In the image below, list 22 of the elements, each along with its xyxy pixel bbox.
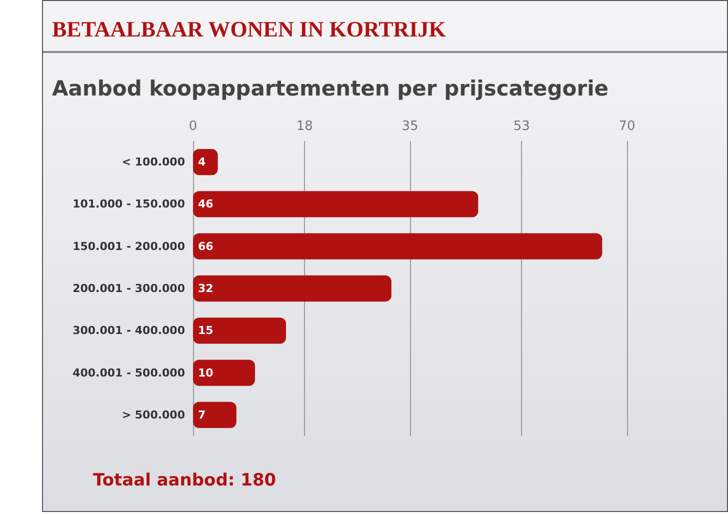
chart-subtitle: Aanbod koopappartementen per prijscategorie [52, 76, 609, 100]
x-tick-label: 53 [513, 119, 530, 134]
data-label: 66 [198, 240, 214, 253]
data-label: 7 [198, 408, 206, 422]
x-tick-label: 70 [618, 119, 636, 134]
text: Totaal aanbod: 180 [93, 470, 276, 490]
data-label: 32 [198, 282, 214, 295]
data-label: 46 [198, 198, 214, 211]
y-tick-label: > 500.000 [122, 408, 186, 422]
data-label: 10 [198, 366, 214, 380]
y-tick-label: 150.001 - 200.000 [72, 240, 186, 253]
x-tick-label: 18 [296, 119, 313, 134]
chart-title: BETAALBAAR WONEN IN KORTRIJK [52, 16, 446, 42]
x-tick-label: 35 [402, 119, 418, 134]
y-tick-label: < 100.000 [122, 156, 186, 169]
y-tick-label: 101.000 - 150.000 [72, 198, 186, 211]
y-tick-label: 200.001 - 300.000 [72, 282, 186, 295]
y-tick-label: 400.001 - 500.000 [72, 366, 186, 380]
x-tick-label: 0 [188, 119, 198, 134]
data-label: 4 [198, 156, 206, 169]
data-label: 15 [198, 324, 214, 338]
y-tick-label: 300.001 - 400.000 [72, 324, 186, 338]
